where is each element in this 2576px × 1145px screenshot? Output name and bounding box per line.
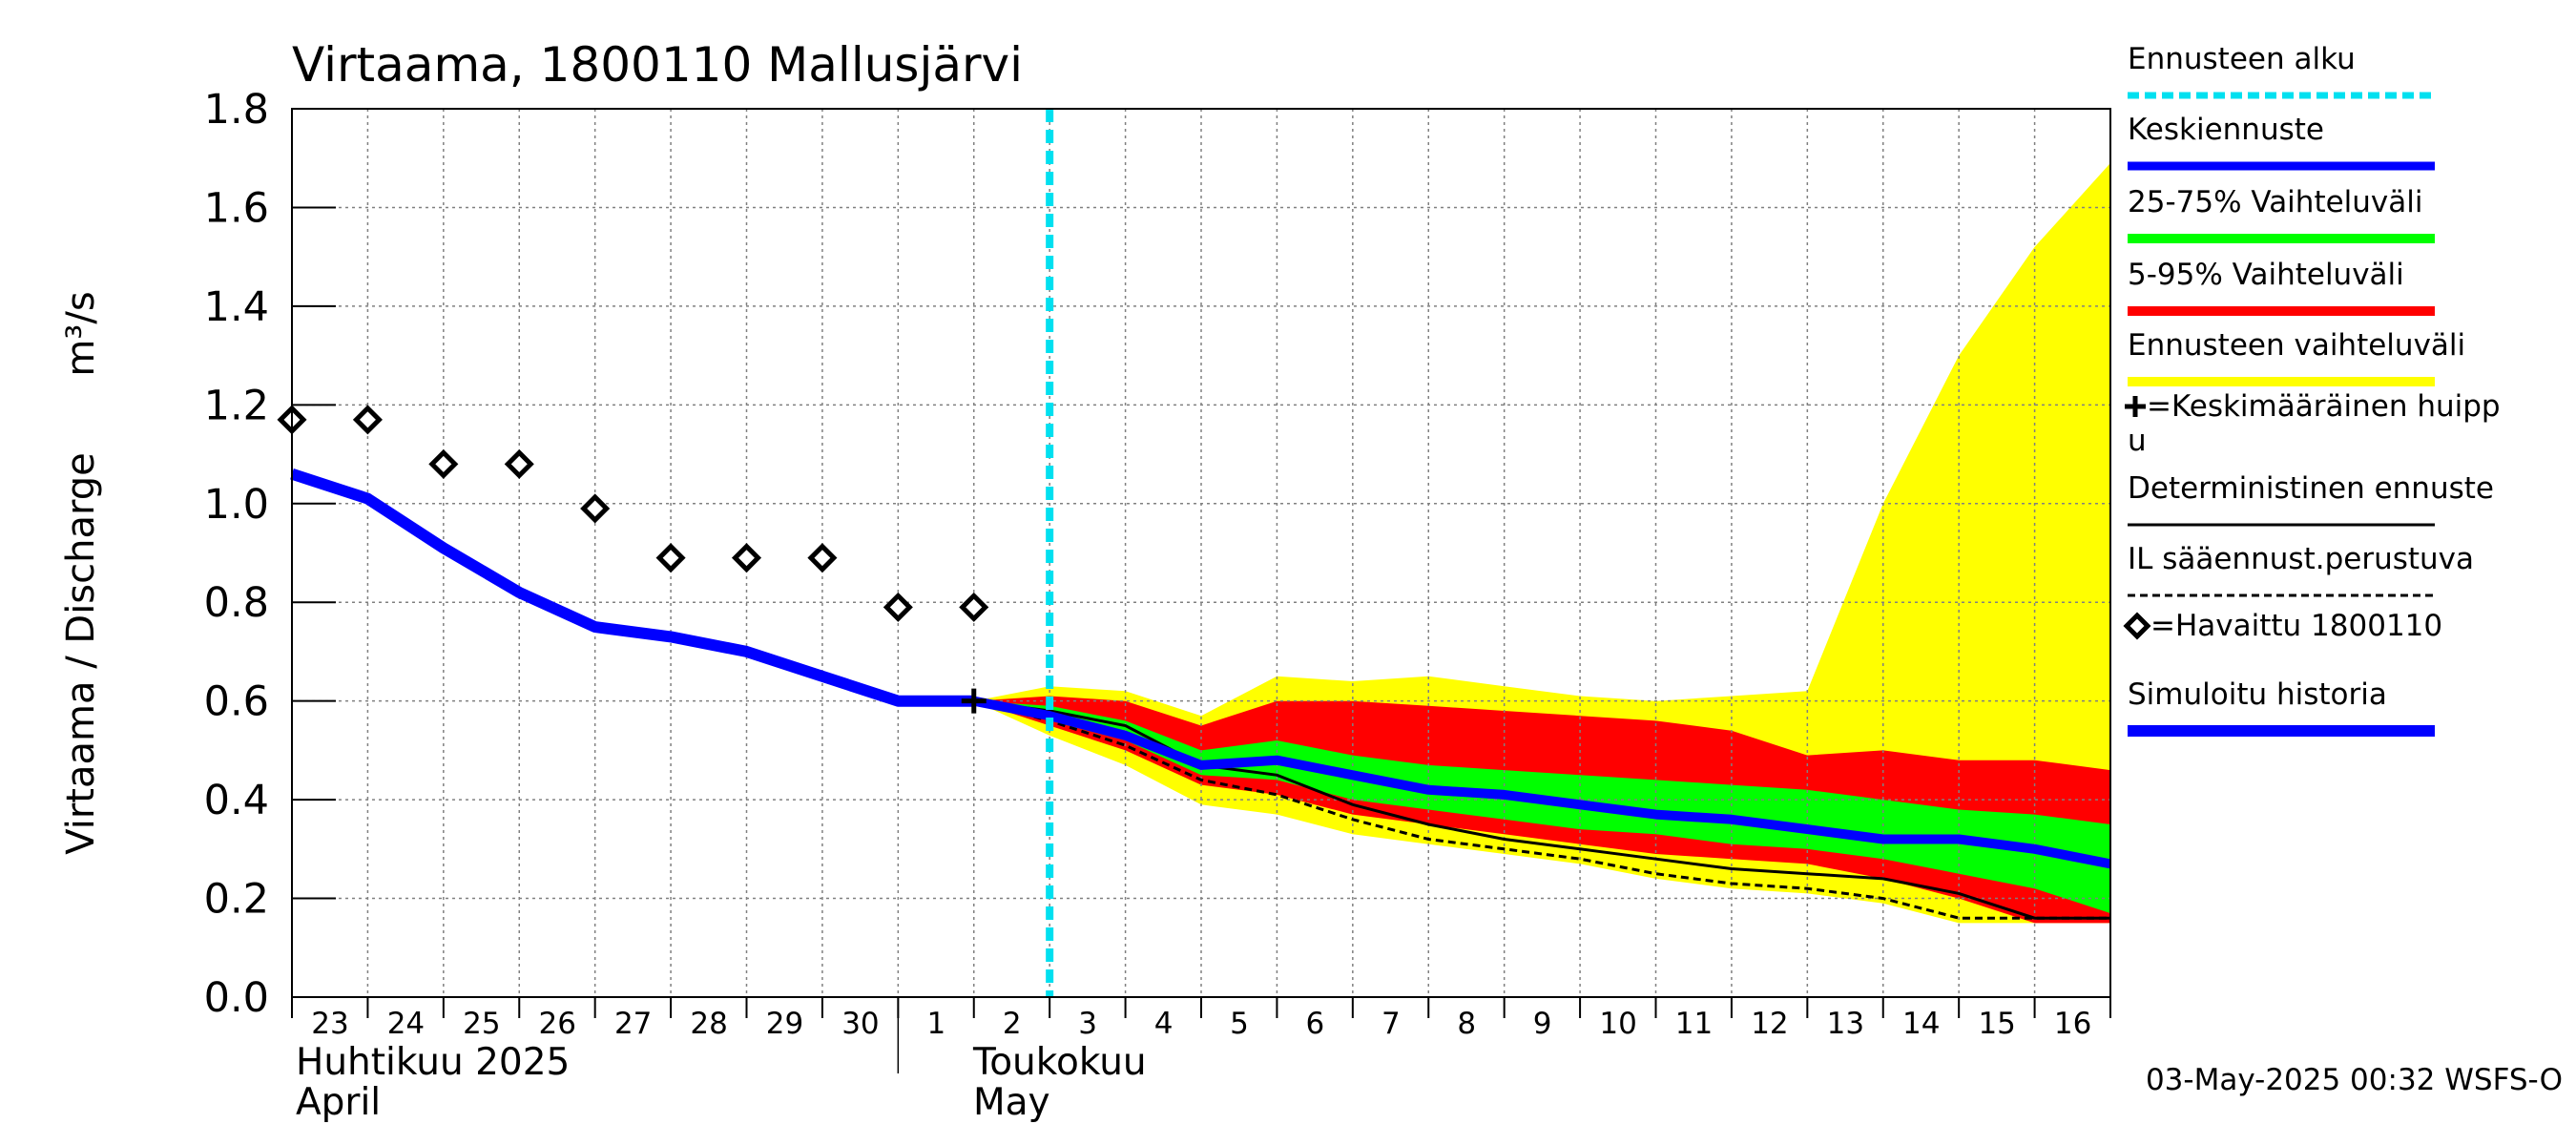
x-day-label: 8 <box>1457 1007 1476 1041</box>
x-day-label: 15 <box>1978 1007 2015 1041</box>
month-label-may-1: Toukokuu <box>972 1041 1147 1084</box>
legend-item: =Havaittu 1800110 <box>2123 609 2442 643</box>
x-day-label: 11 <box>1675 1007 1713 1041</box>
observed-point <box>807 543 838 573</box>
y-tick-label: 0.0 <box>204 974 269 1022</box>
x-day-label: 29 <box>766 1007 803 1041</box>
x-day-label: 24 <box>387 1007 425 1041</box>
legend-item: Keskiennuste <box>2128 113 2435 171</box>
y-tick-label: 0.8 <box>204 579 269 627</box>
legend-item: Ennusteen vaihteluväli <box>2128 328 2465 386</box>
x-day-label: 30 <box>841 1007 879 1041</box>
x-day-label: 13 <box>1827 1007 1864 1041</box>
observed-point <box>883 592 913 622</box>
observed-point <box>655 543 686 573</box>
timestamp: 03-May-2025 00:32 WSFS-O <box>2146 1063 2563 1097</box>
grid-lines <box>292 108 2110 998</box>
x-day-label: 6 <box>1306 1007 1325 1041</box>
x-day-label: 7 <box>1381 1007 1401 1041</box>
x-day-label: 2 <box>1003 1007 1022 1041</box>
y-axis-label: Virtaama / Discharge <box>59 452 103 854</box>
month-label-april-2: April <box>296 1081 381 1124</box>
x-day-label: 25 <box>463 1007 500 1041</box>
y-tick-label: 0.6 <box>204 678 269 726</box>
y-tick-label: 1.8 <box>204 86 269 134</box>
y-tick-label: 1.0 <box>204 481 269 529</box>
x-day-label: 3 <box>1078 1007 1097 1041</box>
legend: Ennusteen alku Keskiennuste 25-75% Vaihtel… <box>2123 42 2501 737</box>
legend-label: =Keskimääräinen huipp <box>2147 389 2501 424</box>
legend-label: Ennusteen alku <box>2128 42 2356 76</box>
legend-label: Deterministinen ennuste <box>2128 471 2494 506</box>
legend-label: Keskiennuste <box>2128 113 2324 147</box>
y-tick-label: 1.6 <box>204 184 269 232</box>
legend-item: Deterministinen ennuste <box>2128 471 2494 527</box>
y-tick-label: 0.2 <box>204 876 269 924</box>
x-day-label: 27 <box>614 1007 652 1041</box>
legend-item: Simuloitu historia <box>2128 677 2435 737</box>
x-day-label: 16 <box>2054 1007 2091 1041</box>
legend-label-continued: u <box>2128 424 2147 458</box>
observed-point <box>504 448 534 479</box>
band-25-75 <box>973 700 2110 914</box>
observed-point <box>428 448 459 479</box>
legend-item: 5-95% Vaihteluväli <box>2128 258 2435 316</box>
y-tick-label: 1.4 <box>204 283 269 331</box>
legend-label: Ennusteen vaihteluväli <box>2128 328 2465 363</box>
legend-label: 5-95% Vaihteluväli <box>2128 258 2404 292</box>
x-day-label: 10 <box>1599 1007 1636 1041</box>
legend-item: Ennusteen alku <box>2128 42 2435 99</box>
forecast-lines <box>290 109 2111 997</box>
il-weather-forecast-line <box>973 699 2110 920</box>
chart-title: Virtaama, 1800110 Mallusjärvi <box>292 37 1023 93</box>
mean-forecast-line <box>972 696 2111 869</box>
x-day-label: 26 <box>539 1007 576 1041</box>
simulated-history-line <box>290 468 974 707</box>
x-day-label: 14 <box>1902 1007 1940 1041</box>
legend-item: IL sääennust.perustuva <box>2128 542 2474 597</box>
observed-point <box>352 405 383 435</box>
y-tick-label: 1.2 <box>204 382 269 429</box>
x-day-label: 4 <box>1154 1007 1174 1041</box>
y-tick-label: 0.4 <box>204 777 269 824</box>
uncertainty-bands <box>973 162 2110 924</box>
mean-peak-marker <box>961 688 987 714</box>
observed-point <box>959 592 989 622</box>
legend-label: =Havaittu 1800110 <box>2150 609 2442 643</box>
legend-item: 25-75% Vaihteluväli <box>2128 185 2435 243</box>
legend-label: Simuloitu historia <box>2128 677 2387 712</box>
x-day-label: 28 <box>690 1007 727 1041</box>
observed-point <box>731 543 762 573</box>
x-day-label: 5 <box>1230 1007 1249 1041</box>
legend-label: 25-75% Vaihteluväli <box>2128 185 2423 219</box>
x-day-label: 12 <box>1751 1007 1788 1041</box>
legend-label: IL sääennust.perustuva <box>2128 542 2474 576</box>
axes: 0.00.20.40.60.81.01.21.41.61.823 24 25 26 27… <box>204 86 2111 1073</box>
legend-diamond-icon <box>2123 612 2151 640</box>
observed-markers <box>277 405 989 714</box>
month-label-may-2: May <box>973 1081 1050 1124</box>
x-day-label: 23 <box>311 1007 348 1041</box>
month-label-april-1: Huhtikuu 2025 <box>296 1041 570 1084</box>
observed-point <box>580 493 611 524</box>
legend-plus-icon <box>2125 396 2146 417</box>
x-day-label: 9 <box>1533 1007 1552 1041</box>
y-axis-unit: m³/s <box>59 291 103 376</box>
x-day-label: 1 <box>926 1007 945 1041</box>
